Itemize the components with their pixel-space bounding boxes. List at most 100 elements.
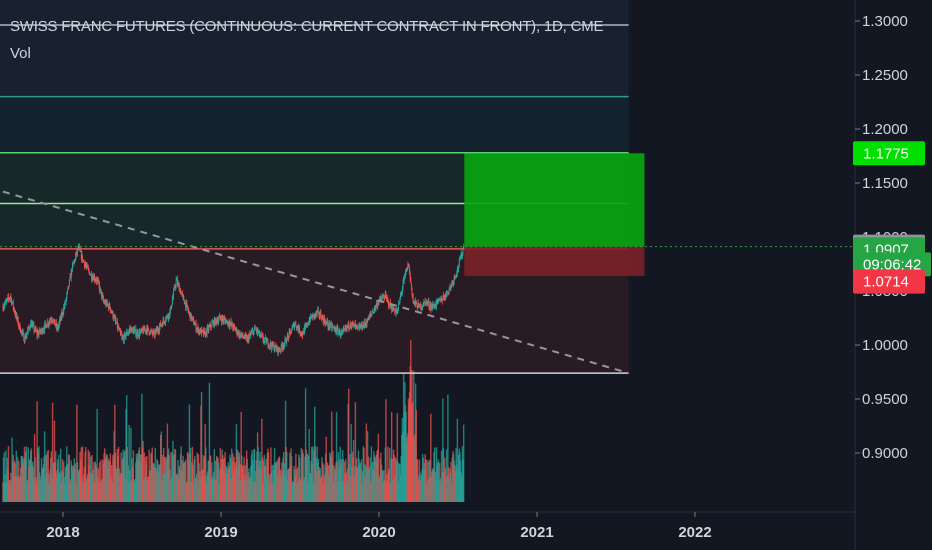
candle-body [392,306,394,312]
candle-body [75,255,77,261]
y-tick-label: 0.9000 [862,445,908,462]
candle-body [436,300,437,307]
candle-body [150,330,152,332]
candle-body [460,252,462,259]
candle-body [101,291,103,298]
candle-body [188,311,190,312]
candle-body [374,306,376,311]
candle-body [204,330,206,332]
candle-body [266,340,268,344]
candle-body [260,333,262,336]
candle-body [185,302,187,308]
candle-body [281,343,283,346]
candle-body [450,286,452,288]
candle-body [6,300,8,301]
candle-body [313,314,315,317]
candle-body [444,297,446,299]
candle-body [382,296,384,298]
candle-body [92,277,94,279]
trendline[interactable] [2,190,629,375]
candle-body [342,329,344,331]
candle-body [412,297,414,303]
candle-body [359,325,361,329]
candle-body [147,327,149,328]
volume-bar [331,411,333,502]
candle-body [443,295,445,298]
candle-body [52,320,54,323]
volume-bar [413,370,415,502]
candle-body [256,329,258,332]
candle-body [409,274,411,278]
volume-bar [76,404,78,502]
long-position-target-zone[interactable] [464,153,645,247]
candle-body [172,296,174,300]
candle-body [209,326,210,328]
candle-body [83,260,85,263]
candle-body [129,328,131,331]
volume-bar [81,446,84,502]
candle-body [64,301,66,307]
candle-body [429,306,431,308]
candle-body [398,302,400,304]
candle-body [306,323,308,326]
candle-body [228,321,230,325]
candle-body [175,285,176,288]
candle-body [113,317,115,319]
candle-body [289,330,291,332]
candle-body [154,334,156,336]
candle-body [322,316,324,319]
candle-body [255,328,257,330]
candle-body [376,303,377,306]
candle-body [285,338,286,340]
candle-body [215,318,217,320]
candle-body [18,323,20,327]
candle-body [431,305,433,309]
candle-body [331,323,333,329]
candle-body [347,322,349,327]
volume-bar [243,456,245,502]
candle-body [303,327,305,335]
candle-body [85,266,87,267]
candle-body [222,317,224,320]
candle-body [263,339,265,342]
candle-body [163,321,165,323]
candle-body [100,288,102,292]
candle-body [384,298,386,300]
candle-body [303,331,305,335]
candle-body [406,268,408,270]
candle-body [131,327,133,333]
candle-body [82,260,84,262]
candle-body [364,321,365,326]
candle-body [195,323,196,325]
candle-body [277,347,279,353]
candle-body [394,312,396,314]
candle-body [238,332,240,336]
candle-body [103,301,105,303]
candle-body [173,287,175,291]
candle-body [271,345,273,349]
volume-bar [415,410,417,502]
candle-body [444,296,446,298]
volume-bar [252,460,254,502]
candle-body [145,329,147,332]
candle-body [346,326,348,329]
candle-body [171,304,173,309]
volume-bar [425,459,427,502]
candle-body [102,297,104,302]
candle-body [383,296,385,299]
candle-body [337,332,339,334]
volume-bar [47,450,49,502]
long-position-stop-zone[interactable] [464,246,645,276]
candle-body [222,319,224,321]
candle-body [371,313,373,314]
candle-body [299,332,301,334]
x-tick-label: 2022 [678,524,711,541]
volume-bar [308,429,310,502]
candle-body [33,324,35,331]
candle-body [189,312,191,319]
volume-bar [389,448,391,502]
candle-body [293,323,295,328]
candle-body [248,336,250,341]
candle-body [300,332,302,334]
